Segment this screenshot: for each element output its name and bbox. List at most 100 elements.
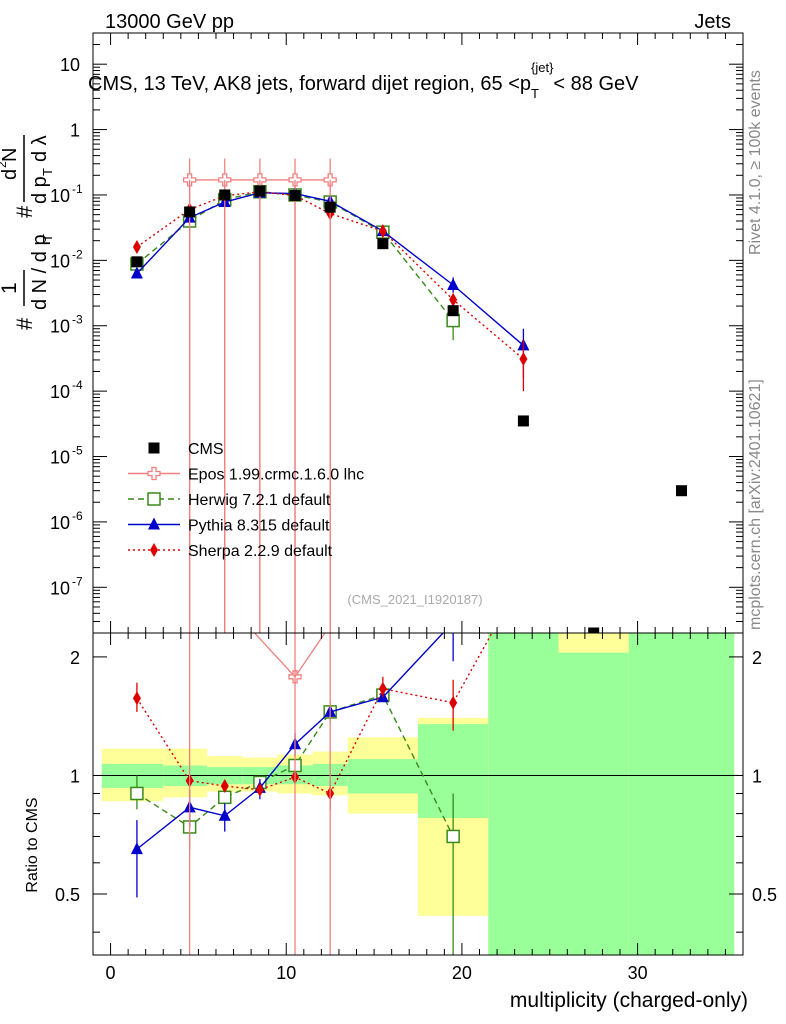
mcplots-label: mcplots.cern.ch [arXiv:2401.10621] — [747, 379, 764, 630]
y-tick-label-0: 10 — [60, 55, 80, 75]
y-tick-exponent-8: -7 — [72, 574, 83, 588]
analysis-tag: (CMS_2021_I1920187) — [347, 592, 482, 607]
ratio-point-sherpa-8 — [519, 570, 527, 584]
y-axis-label-main: # 1 d N / d p T # d 2 N d p T d λ — [0, 135, 55, 330]
svg-text:T: T — [40, 168, 55, 176]
point-cms-6 — [377, 238, 389, 250]
point-cms-9 — [588, 627, 600, 633]
legend-marker-pythia — [148, 517, 160, 530]
x-tick-label-1: 10 — [276, 963, 296, 983]
epos-ratio-line — [254, 633, 326, 678]
svg-text:d: d — [0, 169, 21, 180]
point-cms-7 — [447, 305, 459, 317]
y-tick-exponent-7: -6 — [72, 509, 83, 523]
ratio-point-sherpa-6 — [378, 681, 387, 696]
ratio-tick-label-0: 0.5 — [55, 885, 80, 905]
point-cms-4 — [289, 190, 301, 202]
svg-text:d N / d p: d N / d p — [29, 234, 51, 310]
rivet-version-label: Rivet 4.1.0, ≥ 100k events — [747, 70, 764, 255]
svg-text:#: # — [12, 205, 37, 218]
chart-title-superscript: {jet} — [531, 60, 554, 75]
svg-text:d p: d p — [29, 176, 51, 204]
point-pythia-0 — [130, 266, 143, 279]
legend-label-1: Epos 1.99.crmc.1.6.0 lhc — [188, 467, 364, 484]
chart-title: CMS, 13 TeV, AK8 jets, forward dijet reg… — [88, 60, 639, 101]
ratio-band-green-6 — [347, 759, 418, 794]
chart-title-subscript: T — [531, 86, 539, 101]
legend: CMS Epos 1.99.crmc.1.6.0 lhc Herwig 7.2.1 … — [128, 441, 364, 560]
ratio-point-pythia-7 — [447, 615, 459, 627]
y-tick-exponent-6: -5 — [72, 444, 83, 458]
svg-text:#: # — [12, 317, 37, 330]
ratio-line-pythia — [136, 633, 444, 850]
ratio-uncertainty-bands — [101, 633, 735, 955]
header-category-label: Jets — [694, 11, 731, 33]
point-sherpa-8 — [519, 352, 528, 367]
x-tick-label-2: 20 — [452, 963, 472, 983]
svg-text:d λ: d λ — [29, 135, 51, 162]
y-tick-label-1: 1 — [70, 121, 80, 141]
ratio-tick-label-2: 2 — [70, 648, 80, 668]
y-tick-label-3: 10 — [50, 251, 70, 271]
legend-label-3: Pythia 8.315 default — [188, 518, 330, 535]
ratio-band-green-9 — [558, 652, 629, 955]
y-tick-exponent-4: -3 — [72, 313, 83, 327]
ratio-point-herwig-7 — [446, 829, 460, 844]
ratio-point-sherpa-3 — [255, 782, 264, 797]
point-cms-10 — [676, 485, 688, 497]
y-tick-label-8: 10 — [50, 578, 70, 598]
x-axis-label: multiplicity (charged-only) — [510, 989, 748, 1012]
svg-text:1: 1 — [0, 282, 21, 294]
y-tick-label-6: 10 — [50, 448, 70, 468]
x-tick-label-3: 30 — [628, 963, 648, 983]
point-cms-1 — [184, 206, 196, 218]
legend-marker-sherpa — [150, 543, 158, 557]
point-cms-8 — [517, 415, 529, 427]
point-pythia-7 — [447, 277, 460, 290]
point-cms-2 — [219, 189, 231, 201]
y-tick-exponent-3: -2 — [72, 247, 83, 261]
y-tick-label-7: 10 — [50, 513, 70, 533]
y-tick-label-5: 10 — [50, 382, 70, 402]
ratio-panel-data — [93, 570, 743, 955]
legend-label-0: CMS — [188, 441, 224, 458]
ratio-tick-label-1: 1 — [70, 766, 80, 786]
ratio-point-pythia-0 — [130, 842, 143, 855]
legend-label-4: Sherpa 2.2.9 default — [188, 543, 333, 560]
legend-label-2: Herwig 7.2.1 default — [188, 492, 331, 509]
ratio-band-green-10 — [628, 633, 735, 955]
y-tick-label-4: 10 — [50, 317, 70, 337]
y-tick-exponent-2: -1 — [72, 182, 83, 196]
point-cms-5 — [324, 201, 336, 213]
ratio-tick-label-right-1: 1 — [752, 766, 762, 786]
point-sherpa-7 — [449, 292, 458, 307]
ratio-point-sherpa-7 — [449, 695, 458, 710]
ratio-tick-label-right-0: 0.5 — [752, 885, 777, 905]
chart-title-tail: < 88 GeV — [553, 73, 639, 95]
ratio-point-sherpa-2 — [220, 779, 229, 794]
header-beam-label: 13000 GeV pp — [105, 11, 234, 33]
main-panel-data — [130, 158, 688, 633]
ratio-band-green-8 — [488, 633, 559, 955]
ratio-tick-label-right-2: 2 — [752, 648, 762, 668]
point-sherpa-6 — [378, 224, 387, 239]
ratio-point-sherpa-0 — [132, 691, 141, 706]
point-cms-3 — [254, 185, 266, 197]
ratio-panel-frame — [92, 632, 744, 956]
ratio-point-herwig-2 — [218, 790, 232, 805]
svg-text:T: T — [40, 234, 55, 242]
svg-text:N: N — [0, 148, 21, 162]
svg-text:2: 2 — [0, 161, 9, 168]
legend-marker-cms — [148, 442, 160, 454]
point-cms-0 — [131, 256, 143, 268]
legend-marker-epos — [147, 466, 161, 481]
y-axis-label-ratio: Ratio to CMS — [24, 797, 41, 892]
point-sherpa-0 — [132, 240, 141, 255]
y-tick-exponent-5: -4 — [72, 378, 83, 392]
x-tick-label-0: 0 — [106, 963, 116, 983]
y-tick-label-2: 10 — [50, 186, 70, 206]
point-herwig-7 — [446, 313, 460, 328]
legend-marker-herwig — [147, 492, 161, 506]
